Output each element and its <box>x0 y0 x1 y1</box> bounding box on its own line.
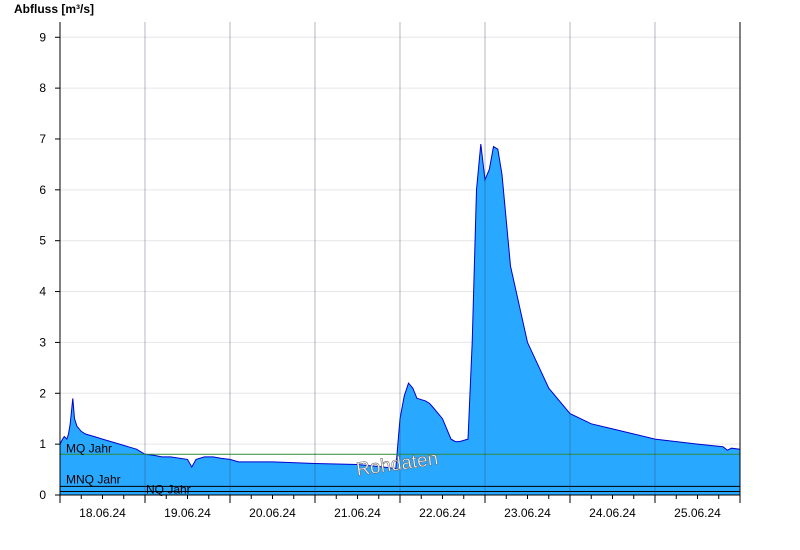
x-tick-label-7: 25.06.24 <box>674 506 721 520</box>
y-tick-label-3: 3 <box>39 335 46 349</box>
y-tick-label-6: 6 <box>39 183 46 197</box>
x-tick-label-1: 19.06.24 <box>164 506 211 520</box>
day-dividers <box>144 22 656 495</box>
y-tick-label-4: 4 <box>39 285 46 299</box>
y-tick-label-5: 5 <box>39 234 46 248</box>
y-tick-label-0: 0 <box>39 488 46 502</box>
y-tick-label-9: 9 <box>39 30 46 44</box>
axes: 0 1 2 3 4 5 6 7 8 9 18.06.24 19.06.24 20.06.24 21.06.… <box>39 22 741 520</box>
reference-lines: MQ Jahr MNQ Jahr NQ Jahr <box>60 441 740 496</box>
y-tick-label-1: 1 <box>39 437 46 451</box>
x-tick-label-2: 20.06.24 <box>249 506 296 520</box>
y-tick-label-7: 7 <box>39 132 46 146</box>
reference-label-nq-jahr: NQ Jahr <box>146 482 191 496</box>
x-tick-label-3: 21.06.24 <box>334 506 381 520</box>
reference-label-mq-jahr: MQ Jahr <box>66 441 112 455</box>
discharge-line <box>59 144 741 470</box>
x-tick-label-4: 22.06.24 <box>419 506 466 520</box>
x-tick-label-0: 18.06.24 <box>79 506 126 520</box>
x-tick-label-6: 24.06.24 <box>589 506 636 520</box>
y-tick-label-2: 2 <box>39 386 46 400</box>
y-tick-label-8: 8 <box>39 81 46 95</box>
x-tick-label-5: 23.06.24 <box>504 506 551 520</box>
y-axis-label: Abfluss [m³/s] <box>14 2 94 16</box>
reference-label-mnq-jahr: MNQ Jahr <box>66 472 121 486</box>
